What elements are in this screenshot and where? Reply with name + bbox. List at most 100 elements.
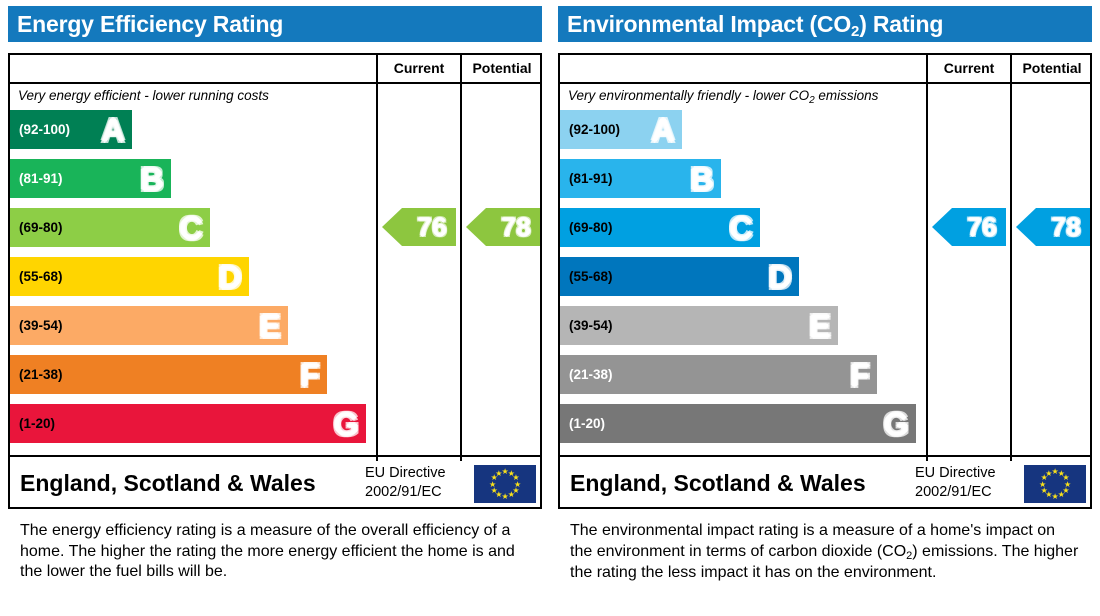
footer-directive-label: EU Directive 2002/91/EC xyxy=(365,464,470,502)
band-range-e: (39-54) xyxy=(569,318,613,333)
band-letter-a: A xyxy=(651,111,675,148)
potential-column-divider xyxy=(1010,55,1012,507)
eu-flag-icon: ★ ★ ★ ★ ★ ★ ★ ★ ★ ★ ★ ★ xyxy=(1024,465,1086,503)
band-range-f: (21-38) xyxy=(569,367,613,382)
top-caption: Very energy efficient - lower running co… xyxy=(18,88,269,103)
title-prefix: Environmental Impact (CO xyxy=(567,11,852,37)
eu-star-icon: ★ xyxy=(514,479,522,489)
eu-star-icon: ★ xyxy=(489,479,497,489)
band-letter-e: E xyxy=(808,307,831,344)
eu-star-icon: ★ xyxy=(512,473,520,483)
band-letter-c: C xyxy=(179,209,203,246)
band-letter-d: D xyxy=(218,258,242,295)
environmental-impact-table: Current Potential Very environmentally f… xyxy=(558,53,1092,509)
band-bar-e: (39-54) E xyxy=(560,306,838,345)
header-row-divider xyxy=(10,82,540,84)
eu-star-icon: ★ xyxy=(490,485,498,495)
description-part-1: The environmental impact rating is a mea… xyxy=(570,522,1056,560)
eu-star-icon: ★ xyxy=(512,485,520,495)
band-bar-e: (39-54) E xyxy=(10,306,288,345)
environmental-impact-description: The environmental impact rating is a mea… xyxy=(570,521,1080,584)
footer-region-label: England, Scotland & Wales xyxy=(20,470,316,496)
footer-row-divider xyxy=(10,455,540,457)
band-bar-a: (92-100) A xyxy=(10,110,132,149)
top-caption-suffix: emissions xyxy=(814,88,879,103)
band-bar-f: (21-38) F xyxy=(560,355,877,394)
directive-line-1: EU Directive xyxy=(365,465,446,481)
band-range-b: (81-91) xyxy=(569,171,613,186)
eu-star-icon: ★ xyxy=(1057,468,1065,478)
band-bar-b: (81-91) B xyxy=(560,159,721,198)
band-range-b: (81-91) xyxy=(19,171,63,186)
environmental-impact-footer: England, Scotland & Wales EU Directive 2… xyxy=(558,461,1092,509)
eu-star-icon: ★ xyxy=(1062,473,1070,483)
current-rating-arrow: 76 xyxy=(382,208,456,246)
eu-star-icon: ★ xyxy=(495,468,503,478)
potential-rating-arrow: 78 xyxy=(1016,208,1090,246)
eu-star-icon: ★ xyxy=(501,467,509,476)
energy-efficiency-panel: Energy Efficiency Rating Current Potenti… xyxy=(8,6,542,580)
band-bar-g: (1-20) G xyxy=(10,404,366,443)
header-row-divider xyxy=(560,82,1090,84)
eu-star-icon: ★ xyxy=(1057,490,1065,500)
band-letter-f: F xyxy=(849,356,870,393)
band-bar-c: (69-80) C xyxy=(10,208,210,247)
column-header-potential: Potential xyxy=(472,60,532,76)
eu-star-icon: ★ xyxy=(501,492,509,501)
band-letter-g: G xyxy=(333,405,359,442)
column-header-current: Current xyxy=(393,60,445,76)
footer-row-divider xyxy=(560,455,1090,457)
top-caption-prefix: Very environmentally friendly - lower CO xyxy=(568,88,810,103)
energy-band-bars: (92-100) A (81-91) B (69-80) C (55-68) D (39-54)… xyxy=(10,108,376,455)
eu-star-icon: ★ xyxy=(495,490,503,500)
band-range-g: (1-20) xyxy=(569,416,606,431)
band-bar-d: (55-68) D xyxy=(560,257,799,296)
band-bar-f: (21-38) F xyxy=(10,355,327,394)
footer-region-label: England, Scotland & Wales xyxy=(570,470,866,496)
eu-star-icon: ★ xyxy=(1039,479,1047,489)
directive-line-1: EU Directive xyxy=(915,465,996,481)
current-column-divider xyxy=(376,55,378,507)
band-range-a: (92-100) xyxy=(569,122,621,137)
energy-efficiency-description: The energy efficiency rating is a measur… xyxy=(20,522,515,580)
directive-line-2: 2002/91/EC xyxy=(365,484,442,500)
band-letter-f: F xyxy=(299,356,320,393)
column-header-current: Current xyxy=(943,60,995,76)
band-bar-b: (81-91) B xyxy=(10,159,171,198)
band-letter-b: B xyxy=(140,160,164,197)
eu-star-icon: ★ xyxy=(507,468,515,478)
band-letter-g: G xyxy=(883,405,909,442)
title-suffix: ) Rating xyxy=(859,11,944,37)
environmental-impact-title: Environmental Impact (CO2) Rating xyxy=(558,6,1092,42)
description-part-2: ) emissions. The higher the rating the l… xyxy=(570,542,1079,582)
band-range-g: (1-20) xyxy=(19,416,56,431)
top-caption-subscript: 2 xyxy=(809,95,815,106)
band-range-d: (55-68) xyxy=(569,269,613,284)
eu-star-icon: ★ xyxy=(1040,473,1048,483)
column-header-potential: Potential xyxy=(1022,60,1082,76)
potential-column-divider xyxy=(460,55,462,507)
band-letter-c: C xyxy=(729,209,753,246)
eu-star-icon: ★ xyxy=(1064,479,1072,489)
eu-star-icon: ★ xyxy=(1045,490,1053,500)
band-range-f: (21-38) xyxy=(19,367,63,382)
eu-flag-icon: ★ ★ ★ ★ ★ ★ ★ ★ ★ ★ ★ ★ xyxy=(474,465,536,503)
eu-star-icon: ★ xyxy=(1051,467,1059,476)
eu-star-icon: ★ xyxy=(1040,485,1048,495)
band-bar-g: (1-20) G xyxy=(560,404,916,443)
eu-star-icon: ★ xyxy=(1062,485,1070,495)
top-caption: Very environmentally friendly - lower CO… xyxy=(568,85,918,107)
energy-efficiency-footer: England, Scotland & Wales EU Directive 2… xyxy=(8,461,542,509)
band-bar-a: (92-100) A xyxy=(560,110,682,149)
band-bar-c: (69-80) C xyxy=(560,208,760,247)
current-rating-arrow: 76 xyxy=(932,208,1006,246)
eu-star-icon: ★ xyxy=(1051,492,1059,501)
band-range-e: (39-54) xyxy=(19,318,63,333)
band-letter-d: D xyxy=(768,258,792,295)
band-range-a: (92-100) xyxy=(19,122,71,137)
description-subscript: 2 xyxy=(906,549,913,562)
energy-efficiency-title: Energy Efficiency Rating xyxy=(8,6,542,42)
environmental-band-bars: (92-100) A (81-91) B (69-80) C (55-68) D (39-54)… xyxy=(560,108,926,455)
potential-rating-arrow: 78 xyxy=(466,208,540,246)
